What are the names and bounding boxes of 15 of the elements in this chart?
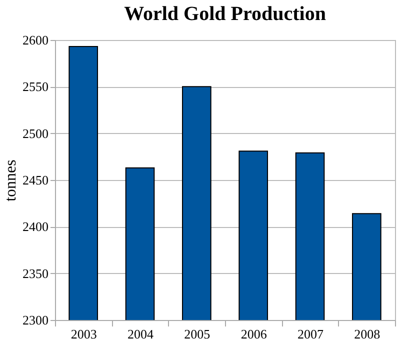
x-tick-label: 2004	[128, 326, 154, 342]
y-tick-label: 2300	[22, 312, 48, 328]
x-tick-label: 2007	[298, 326, 324, 342]
y-tick-label: 2400	[22, 219, 48, 234]
x-tick-label: 2008	[354, 326, 380, 342]
x-tick-label: 2006	[240, 326, 268, 342]
y-tick-label: 2600	[22, 32, 48, 48]
x-tick-label: 2005	[184, 326, 210, 342]
y-axis-title: tonnes	[2, 160, 20, 202]
y-tick-label: 2500	[22, 126, 48, 141]
y-tick-label: 2550	[22, 79, 48, 94]
chart-title: World Gold Production	[124, 3, 326, 25]
x-tick-label: 2003	[70, 326, 97, 342]
y-tick-label: 2450	[22, 172, 48, 188]
y-tick-label: 2350	[22, 266, 48, 281]
